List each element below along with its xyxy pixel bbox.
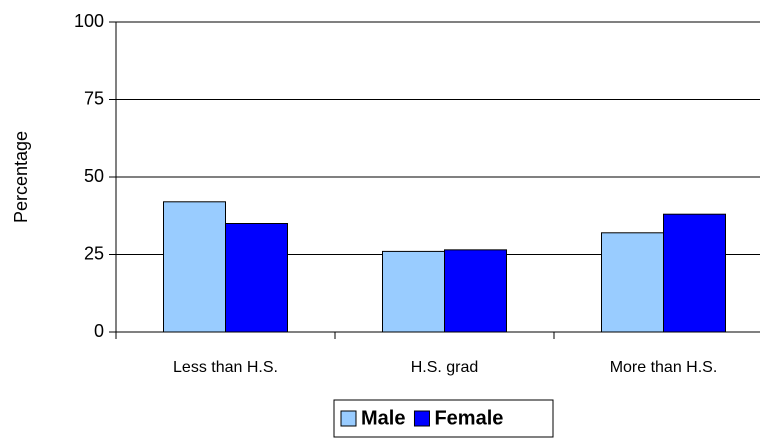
legend-label: Male xyxy=(361,407,405,429)
bar xyxy=(444,249,507,333)
y-axis-label: Percentage xyxy=(11,131,31,223)
y-tick-label: 50 xyxy=(84,166,104,186)
legend-label: Female xyxy=(434,407,503,429)
y-tick-label: 100 xyxy=(74,11,104,31)
bar xyxy=(225,223,288,333)
bar xyxy=(163,201,226,333)
y-tick-label: 75 xyxy=(84,88,104,108)
y-tick-label: 25 xyxy=(84,243,104,263)
legend-box xyxy=(333,399,554,438)
x-tick-label: More than H.S. xyxy=(610,359,718,376)
x-tick-label: Less than H.S. xyxy=(173,359,278,376)
bar xyxy=(382,250,445,333)
legend-swatch xyxy=(413,410,430,427)
bar xyxy=(601,232,664,333)
legend-swatch xyxy=(340,410,357,427)
y-tick-label: 0 xyxy=(94,321,104,341)
bar xyxy=(663,213,726,333)
x-tick-label: H.S. grad xyxy=(411,359,479,376)
